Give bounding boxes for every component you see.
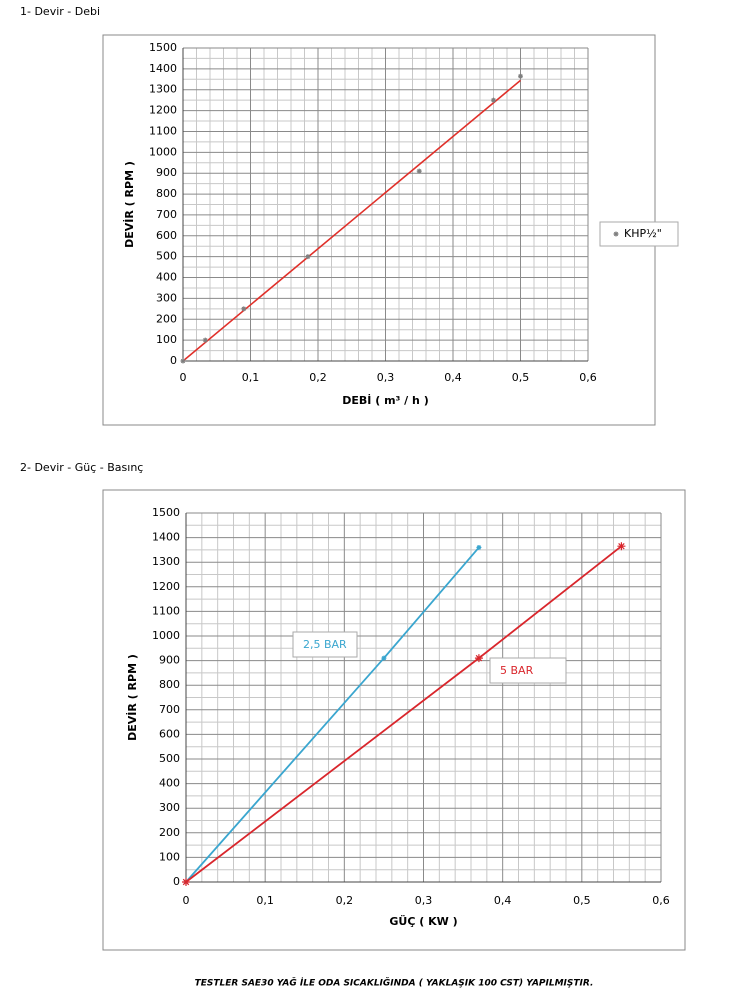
x-tick-label: 0,2 <box>336 894 354 907</box>
y-tick-label: 1300 <box>152 555 180 568</box>
x-tick-label: 0,3 <box>377 371 395 384</box>
y-tick-label: 500 <box>156 250 177 263</box>
data-point <box>180 358 186 364</box>
y-tick-label: 800 <box>156 187 177 200</box>
x-tick-label: 0 <box>183 894 190 907</box>
y-tick-label: 400 <box>159 777 180 790</box>
x-axis-title: GÜÇ ( KW ) <box>389 914 457 928</box>
series-label-box <box>292 631 358 658</box>
x-tick-label: 0,1 <box>256 894 274 907</box>
y-tick-label: 800 <box>159 678 180 691</box>
chart-frame <box>102 34 656 426</box>
data-point <box>491 97 496 103</box>
y-tick-label: 1500 <box>152 506 180 519</box>
y-tick-label: 1100 <box>149 124 177 137</box>
y-tick-label: 1300 <box>149 83 177 96</box>
y-tick-label: 200 <box>156 312 177 325</box>
y-tick-label: 900 <box>159 654 180 667</box>
data-point <box>381 655 387 661</box>
x-tick-label: 0,6 <box>579 371 597 384</box>
data-point <box>182 878 190 886</box>
y-tick-label: 0 <box>173 875 180 888</box>
y-tick-label: 1500 <box>149 41 177 54</box>
y-tick-label: 500 <box>159 752 180 765</box>
x-tick-label: 0,4 <box>444 371 462 384</box>
x-tick-label: 0,5 <box>512 371 530 384</box>
x-tick-label: 0,2 <box>309 371 327 384</box>
y-tick-label: 300 <box>156 291 177 304</box>
y-tick-label: 400 <box>156 271 177 284</box>
x-tick-label: 0,3 <box>415 894 433 907</box>
series-label: 5 BAR <box>500 664 534 677</box>
legend-box <box>599 221 679 247</box>
x-tick-label: 0 <box>180 371 187 384</box>
data-point <box>241 306 247 312</box>
heading: 2- Devir - Güç - Basınç <box>20 461 143 474</box>
y-tick-label: 600 <box>159 727 180 740</box>
x-tick-label: 0,6 <box>652 894 670 907</box>
y-axis-title: DEVİR ( RPM ) <box>125 654 139 741</box>
y-axis-title: DEVİR ( RPM ) <box>122 161 136 248</box>
x-tick-label: 0,5 <box>573 894 591 907</box>
y-tick-label: 600 <box>156 229 177 242</box>
footer-note: TESTLER SAE30 YAĞ İLE ODA SICAKLIĞINDA (… <box>195 977 594 989</box>
series-label-box <box>489 657 567 684</box>
series-label: 2,5 BAR <box>303 638 347 651</box>
y-tick-label: 0 <box>170 354 177 367</box>
data-point <box>305 254 311 260</box>
y-tick-label: 300 <box>159 801 180 814</box>
x-tick-label: 0,4 <box>494 894 512 907</box>
y-tick-label: 1200 <box>152 580 180 593</box>
y-tick-label: 700 <box>156 208 177 221</box>
y-tick-label: 1400 <box>152 531 180 544</box>
chart-frame <box>102 489 686 951</box>
y-tick-label: 200 <box>159 826 180 839</box>
y-tick-label: 1100 <box>152 604 180 617</box>
y-tick-label: 1400 <box>149 62 177 75</box>
data-point <box>416 168 422 174</box>
legend-label: KHP½" <box>624 227 662 240</box>
data-point <box>476 544 482 550</box>
y-tick-label: 1000 <box>149 145 177 158</box>
data-point <box>617 542 626 551</box>
x-axis-title: DEBİ ( m³ / h ) <box>342 393 428 407</box>
y-tick-label: 900 <box>156 166 177 179</box>
y-tick-label: 100 <box>159 850 180 863</box>
y-tick-label: 1200 <box>149 104 177 117</box>
data-point <box>474 654 483 663</box>
data-point <box>202 337 208 343</box>
x-tick-label: 0,1 <box>242 371 260 384</box>
y-tick-label: 700 <box>159 703 180 716</box>
trendline <box>182 79 522 362</box>
y-tick-label: 100 <box>156 333 177 346</box>
heading: 1- Devir - Debi <box>20 5 100 18</box>
y-tick-label: 1000 <box>152 629 180 642</box>
legend-marker <box>613 231 619 237</box>
data-point <box>518 73 523 79</box>
